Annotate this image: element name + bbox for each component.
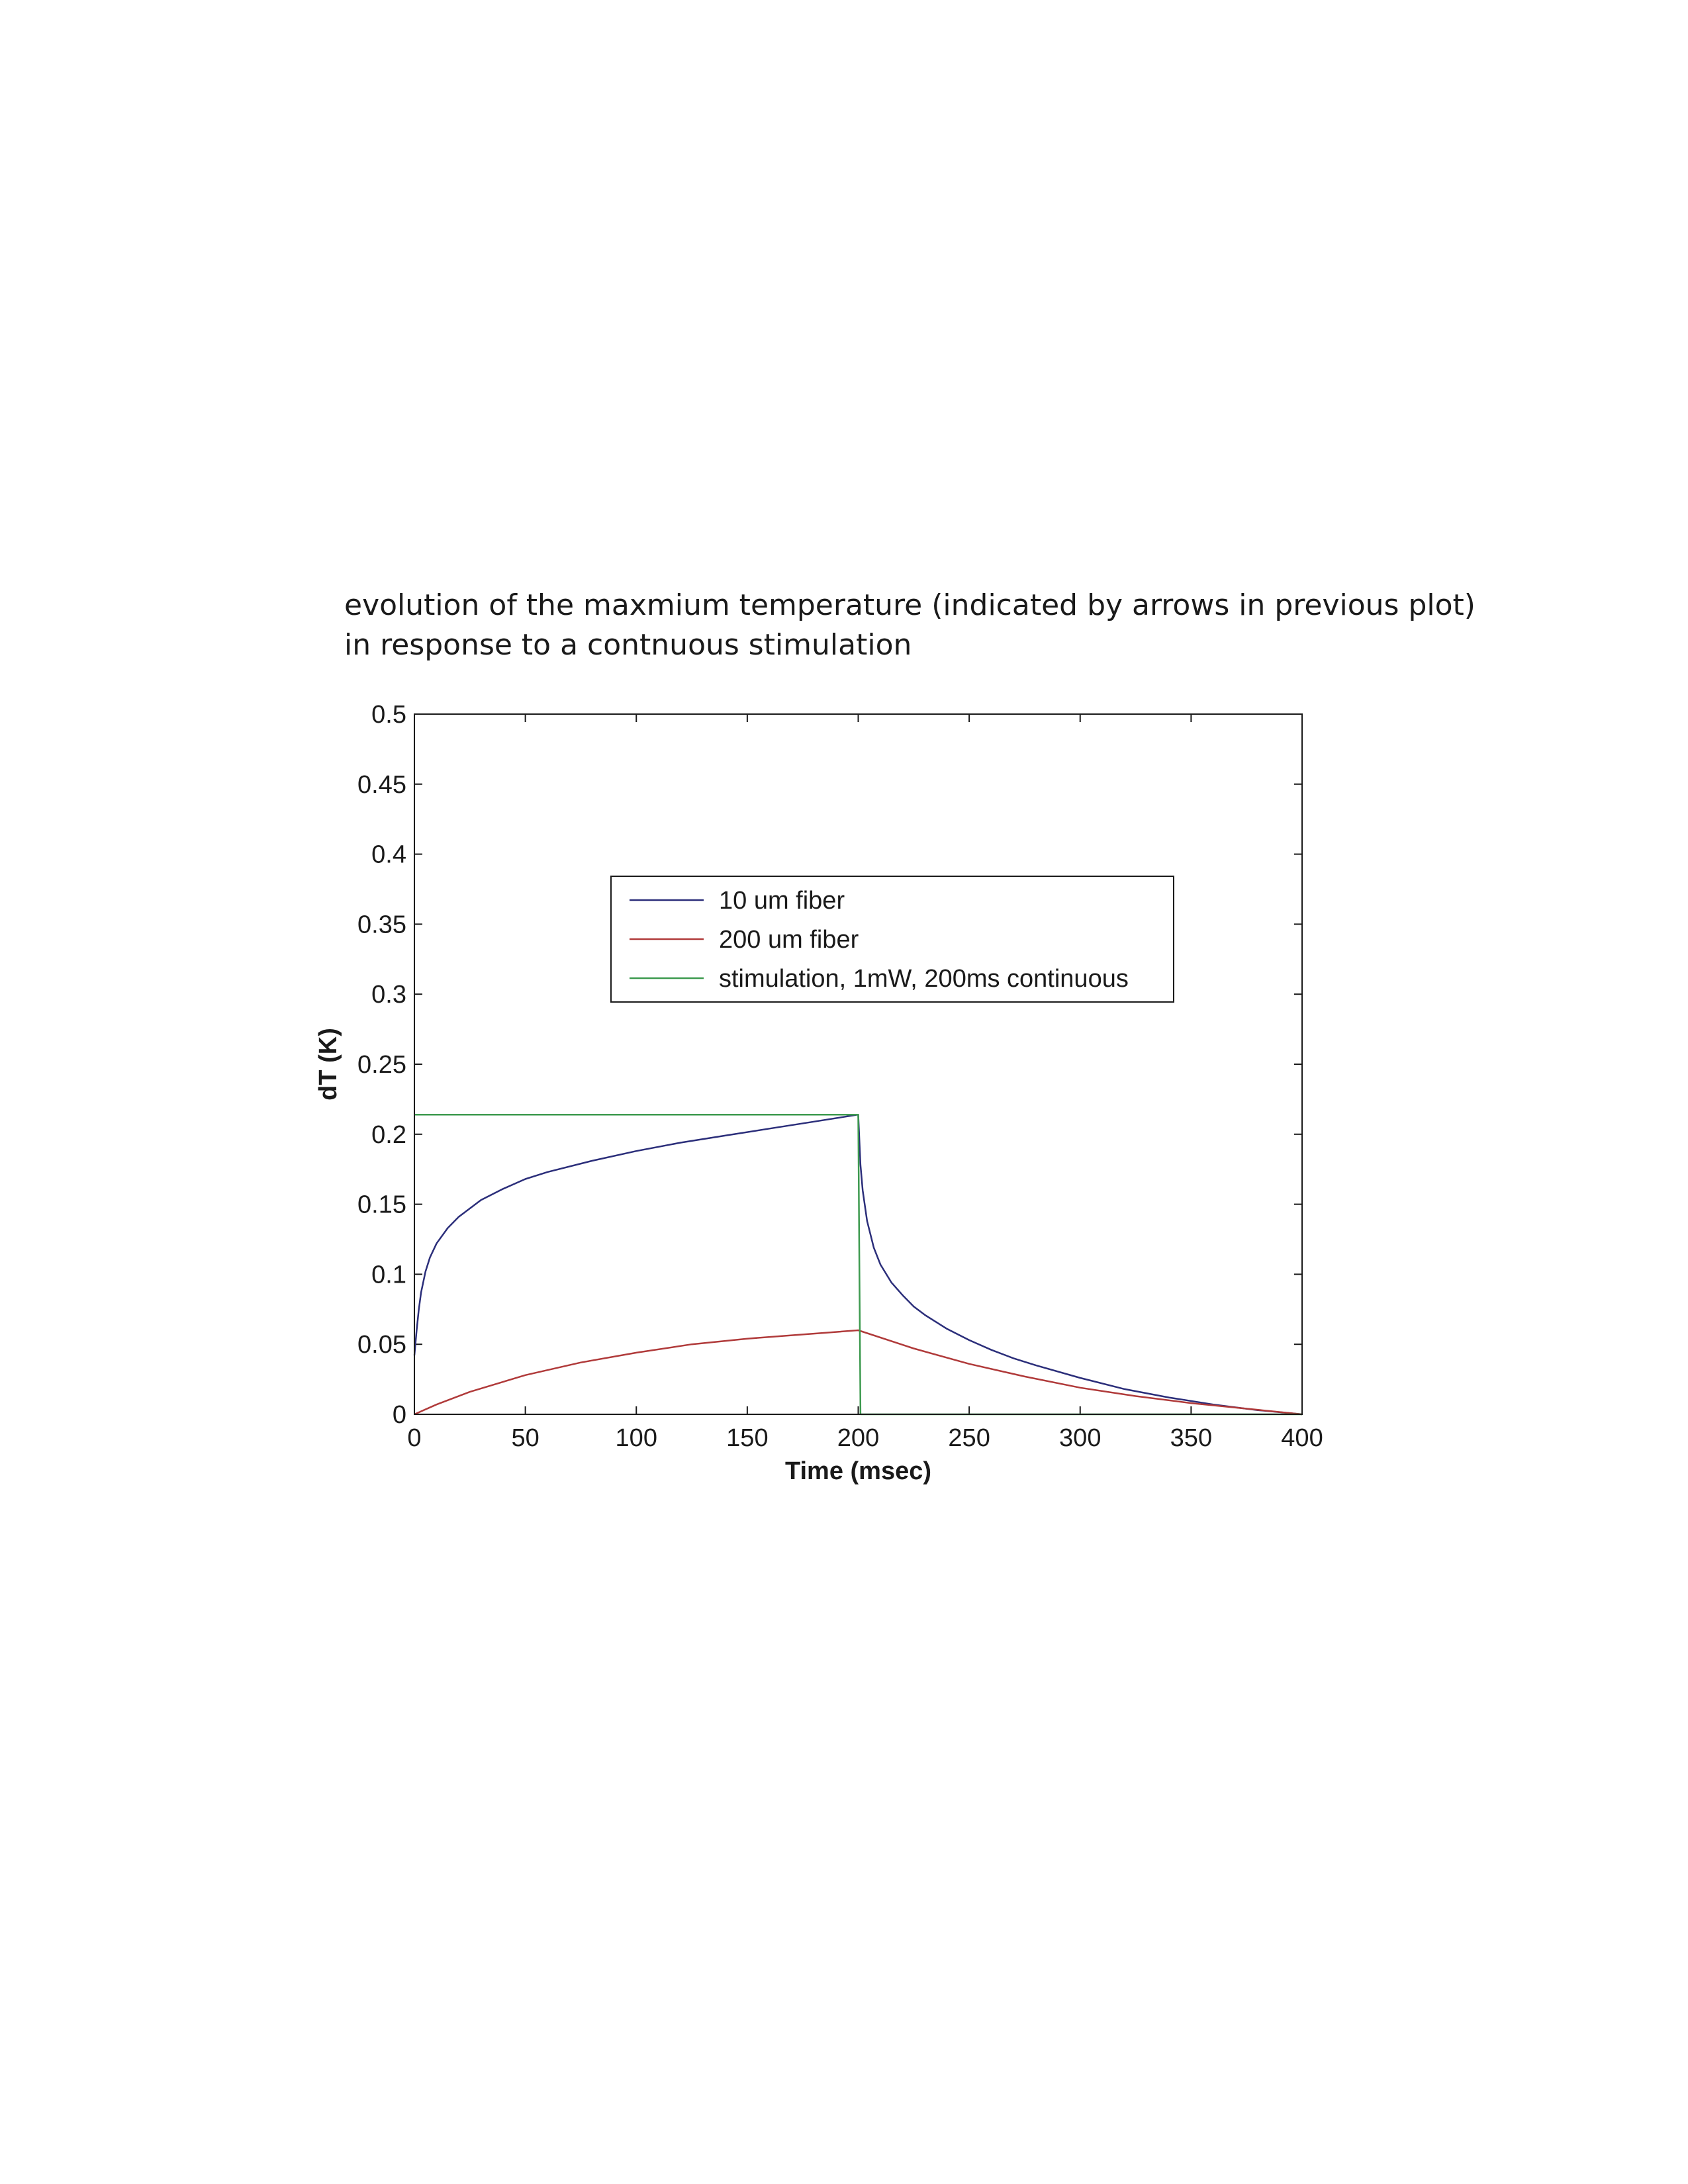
caption-line-1: evolution of the maxmium temperature (in… — [344, 588, 1476, 622]
x-tick-label: 350 — [1170, 1424, 1212, 1452]
y-tick-label: 0.05 — [357, 1331, 406, 1359]
figure-caption: evolution of the maxmium temperature (in… — [344, 586, 1476, 665]
plot-frame — [414, 713, 1303, 1415]
legend-label-3: stimulation, 1mW, 200ms continuous — [719, 965, 1129, 993]
axis-ticks — [414, 713, 1303, 1415]
legend: 10 um fiber 200 um fiber stimulation, 1mW,… — [610, 876, 1174, 1003]
x-tick-label: 400 — [1281, 1424, 1323, 1452]
y-tick-label: 0.2 — [371, 1121, 406, 1149]
y-tick-label: 0.45 — [357, 771, 406, 799]
y-tick-label: 0 — [393, 1401, 406, 1429]
x-tick-label: 100 — [616, 1424, 657, 1452]
x-tick-labels: 0 50 100 150 200 250 300 350 400 — [407, 1424, 1323, 1452]
y-axis-title: dT (K) — [314, 1028, 342, 1101]
y-tick-label: 0.15 — [357, 1191, 406, 1219]
x-tick-label: 150 — [726, 1424, 768, 1452]
y-tick-label: 0.3 — [371, 981, 406, 1009]
y-tick-label: 0.25 — [357, 1051, 406, 1079]
legend-label-1: 10 um fiber — [719, 887, 845, 915]
x-tick-label: 50 — [511, 1424, 539, 1452]
x-tick-label: 0 — [407, 1424, 421, 1452]
y-tick-label: 0.4 — [371, 841, 406, 869]
y-tick-label: 0.5 — [371, 701, 406, 729]
series-line-2 — [414, 1329, 1303, 1416]
y-tick-labels: 0 0.05 0.1 0.15 0.2 0.25 0.3 0.35 0.4 0.45 0.5 — [357, 701, 406, 1429]
x-tick-label: 200 — [837, 1424, 879, 1452]
legend-box — [610, 876, 1174, 1003]
caption-line-2: in response to a contnuous stimulation — [344, 628, 912, 662]
y-tick-label: 0.35 — [357, 911, 406, 938]
x-tick-label: 250 — [948, 1424, 990, 1452]
series-line-1 — [413, 1113, 1303, 1416]
y-tick-label: 0.1 — [371, 1261, 406, 1289]
legend-items: 10 um fiber 200 um fiber stimulation, 1mW,… — [630, 887, 1129, 993]
x-tick-label: 300 — [1059, 1424, 1101, 1452]
legend-label-2: 200 um fiber — [719, 926, 859, 954]
x-axis-title: Time (msec) — [785, 1457, 931, 1485]
series-layer — [413, 1113, 1303, 1416]
